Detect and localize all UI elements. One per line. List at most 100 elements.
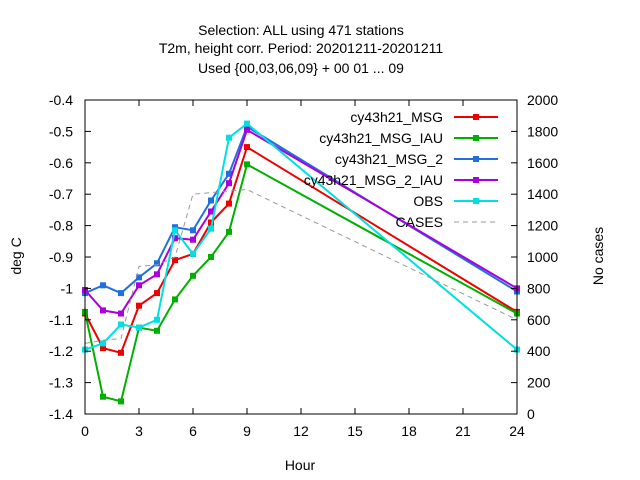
- data-point: [172, 224, 178, 231]
- legend-marker: [473, 114, 479, 120]
- plot-frame: [84, 99, 518, 415]
- y-tick-label: -1: [61, 280, 74, 296]
- data-point: [118, 321, 124, 328]
- data-point: [226, 180, 232, 187]
- data-point: [100, 307, 106, 314]
- series-cy43h21_MSG_IAU: [82, 161, 520, 405]
- x-tick-label: 0: [81, 423, 89, 439]
- data-point: [244, 161, 250, 168]
- data-point: [244, 126, 250, 133]
- data-point: [172, 257, 178, 264]
- data-point: [154, 316, 160, 323]
- x-tick-label: 6: [189, 423, 197, 439]
- data-point: [100, 345, 106, 352]
- x-tick-label: 3: [135, 423, 143, 439]
- x-tick-label: 24: [509, 423, 525, 439]
- series-cy43h21_MSG_2: [82, 123, 520, 297]
- legend-entry: cy43h21_MSG_2_IAU: [304, 172, 498, 188]
- data-point: [100, 393, 106, 400]
- x-tick-label: 21: [455, 423, 471, 439]
- y-tick-label: -1.2: [49, 343, 73, 359]
- data-point: [118, 290, 124, 297]
- y2-tick-label: 1800: [527, 123, 558, 139]
- data-point: [190, 236, 196, 243]
- data-point: [172, 235, 178, 242]
- data-point: [208, 225, 214, 232]
- data-point: [208, 254, 214, 260]
- data-point: [226, 134, 232, 141]
- data-point: [244, 123, 250, 130]
- data-point: [154, 260, 160, 267]
- x-tick-label: 12: [293, 423, 309, 439]
- data-point: [154, 327, 160, 334]
- data-point: [208, 197, 214, 204]
- data-point: [118, 349, 124, 356]
- legend-label: cy43h21_MSG_2_IAU: [304, 172, 443, 188]
- y2-tick-label: 1600: [527, 155, 558, 171]
- legend-entry: OBS: [413, 193, 498, 209]
- data-point: [100, 340, 106, 347]
- data-point: [208, 219, 214, 226]
- y2-tick-label: 1200: [527, 218, 558, 234]
- data-point: [190, 272, 196, 279]
- legend-label: OBS: [413, 193, 443, 209]
- data-point: [226, 228, 232, 235]
- series-line: [84, 128, 518, 315]
- series-line: [84, 162, 518, 403]
- chart-title: Selection: ALL using 471 stations T2m, h…: [159, 22, 444, 76]
- title-line-2: T2m, height corr. Period: 20201211-20201…: [159, 40, 444, 56]
- legend-entry: cy43h21_MSG_IAU: [319, 130, 498, 146]
- title-line-3: Used {00,03,06,09} + 00 01 ... 09: [198, 60, 404, 76]
- series-line: [84, 125, 518, 295]
- y2-tick-label: 200: [527, 375, 551, 391]
- series-line: [84, 188, 518, 344]
- y2-tick-label: 1400: [527, 186, 558, 202]
- legend-marker: [473, 198, 479, 204]
- y-tick-label: -1.3: [49, 375, 73, 391]
- legend-entry: CASES: [396, 214, 498, 230]
- series-CASES: [84, 188, 518, 344]
- y-tick-label: -0.7: [49, 186, 73, 202]
- data-point: [244, 120, 250, 127]
- legend: cy43h21_MSG cy43h21_MSG_IAU cy43h21_MSG_2c…: [304, 109, 498, 230]
- legend-label: cy43h21_MSG_IAU: [319, 130, 443, 146]
- legend-label: cy43h21_MSG_2: [335, 151, 443, 167]
- legend-label: CASES: [396, 214, 443, 230]
- y-tick-label: -0.8: [49, 218, 73, 234]
- data-point: [226, 200, 232, 207]
- data-point: [226, 170, 232, 177]
- y2-tick-label: 0: [527, 406, 535, 422]
- x-tick-label: 15: [347, 423, 363, 439]
- y-tick-label: -0.6: [49, 155, 73, 171]
- series-line: [84, 122, 518, 351]
- x-tick-label: 18: [401, 423, 417, 439]
- data-point: [136, 302, 142, 309]
- y2-tick-label: 1000: [527, 249, 558, 265]
- y2-axis-label: No cases: [590, 227, 606, 285]
- data-point: [136, 282, 142, 289]
- data-point: [244, 144, 250, 151]
- data-point: [154, 290, 160, 297]
- data-point: [154, 271, 160, 278]
- y-tick-label: -1.4: [49, 406, 73, 422]
- data-point: [118, 310, 124, 317]
- title-line-1: Selection: ALL using 471 stations: [198, 22, 404, 38]
- series-OBS: [82, 120, 520, 353]
- y-axis-label: deg C: [8, 237, 24, 274]
- data-point: [190, 227, 196, 234]
- data-point: [190, 250, 196, 257]
- y-tick-label: -0.9: [49, 249, 73, 265]
- series-layer: [82, 120, 520, 405]
- legend-marker: [473, 177, 479, 183]
- data-point: [136, 324, 142, 331]
- legend-marker: [473, 135, 479, 141]
- legend-marker: [473, 156, 479, 162]
- y-tick-label: -1.1: [49, 312, 73, 328]
- y-tick-label: -0.5: [49, 123, 73, 139]
- x-tick-label: 9: [243, 423, 251, 439]
- legend-entry: cy43h21_MSG: [350, 109, 498, 125]
- data-point: [172, 227, 178, 234]
- x-axis-label: Hour: [285, 457, 316, 473]
- data-point: [172, 296, 178, 303]
